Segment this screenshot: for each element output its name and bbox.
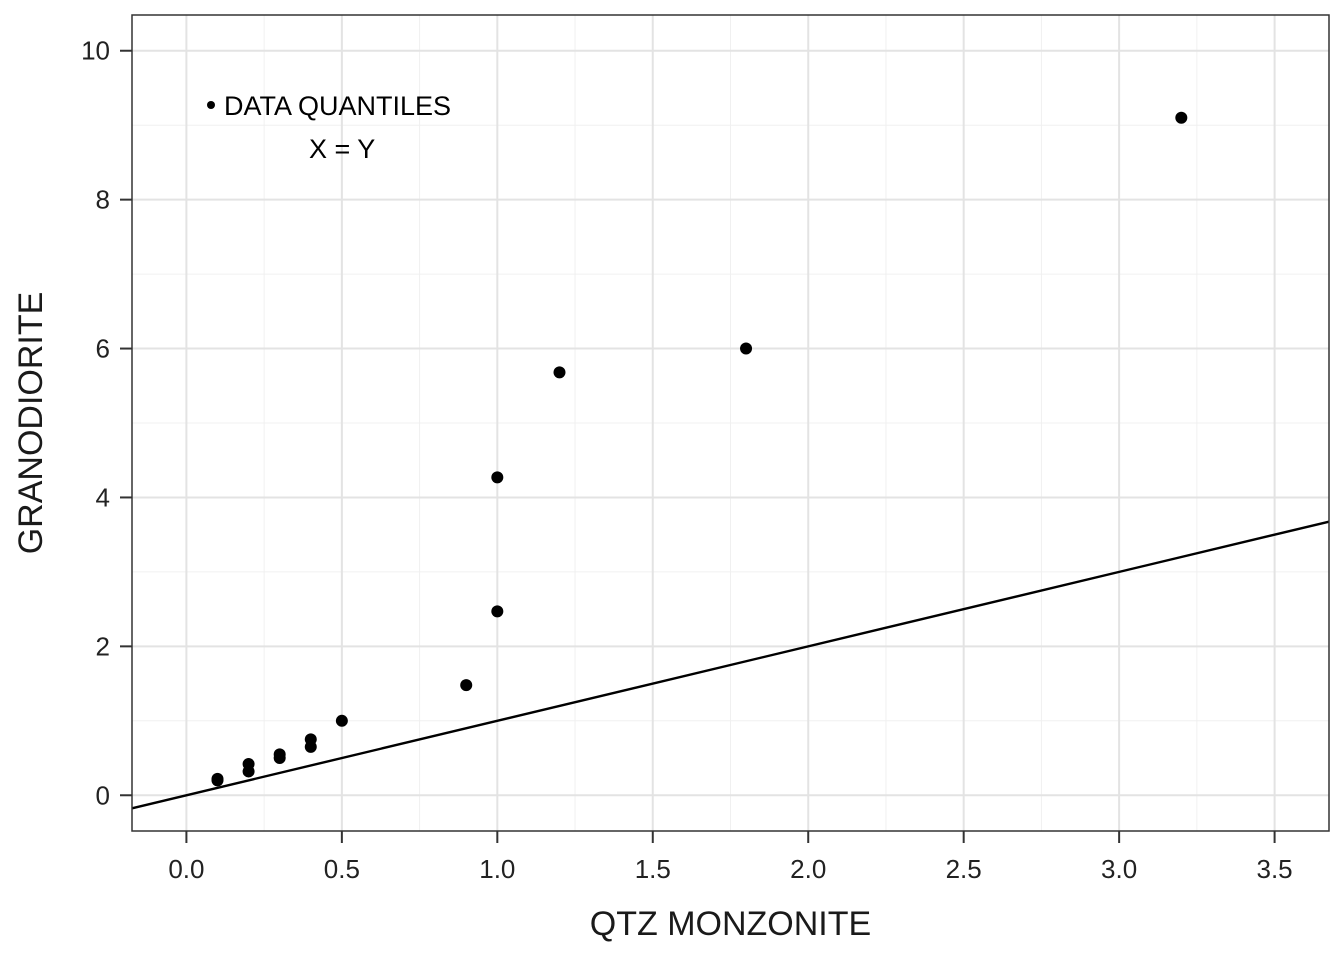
data-point (273, 748, 286, 761)
x-tick-label: 3.0 (1101, 854, 1137, 884)
data-point (491, 605, 504, 618)
legend-label-data-quantiles: DATA QUANTILES (224, 91, 451, 121)
x-tick-label: 1.0 (479, 854, 515, 884)
legend: DATA QUANTILES X = Y (207, 91, 451, 164)
x-tick-label: 0.0 (168, 854, 204, 884)
x-tick-label: 1.5 (635, 854, 671, 884)
major-gridlines (132, 15, 1329, 831)
y-axis-title: GRANODIORITE (12, 292, 50, 555)
legend-label-x-equals-y: X = Y (309, 134, 375, 164)
minor-gridlines (132, 15, 1329, 831)
y-axis-ticks: 0 2 4 6 8 10 (81, 36, 132, 810)
data-point (335, 714, 348, 727)
data-point (460, 679, 473, 692)
y-tick-label: 6 (96, 334, 110, 364)
x-tick-label: 3.5 (1257, 854, 1293, 884)
x-axis-ticks: 0.0 0.5 1.0 1.5 2.0 2.5 3.0 3.5 (168, 831, 1293, 884)
x-axis-title: QTZ MONZONITE (590, 905, 871, 943)
x-tick-label: 2.0 (790, 854, 826, 884)
data-point (304, 733, 317, 746)
data-points-group (211, 111, 1188, 787)
y-tick-label: 8 (96, 185, 110, 215)
data-point (740, 342, 753, 355)
panel-border (131, 14, 1330, 832)
y-tick-label: 2 (96, 631, 110, 661)
y-tick-label: 0 (96, 780, 110, 810)
reference-line-group (131, 520, 1330, 810)
data-point (1175, 111, 1188, 124)
data-point (553, 366, 566, 379)
data-point (242, 757, 255, 770)
data-point (211, 772, 224, 785)
data-point (491, 471, 504, 484)
y-tick-label: 4 (96, 482, 110, 512)
x-tick-label: 0.5 (324, 854, 360, 884)
legend-point-marker (207, 101, 215, 109)
x-tick-label: 2.5 (946, 854, 982, 884)
x-equals-y-line (131, 520, 1330, 810)
y-tick-label: 10 (81, 36, 110, 66)
